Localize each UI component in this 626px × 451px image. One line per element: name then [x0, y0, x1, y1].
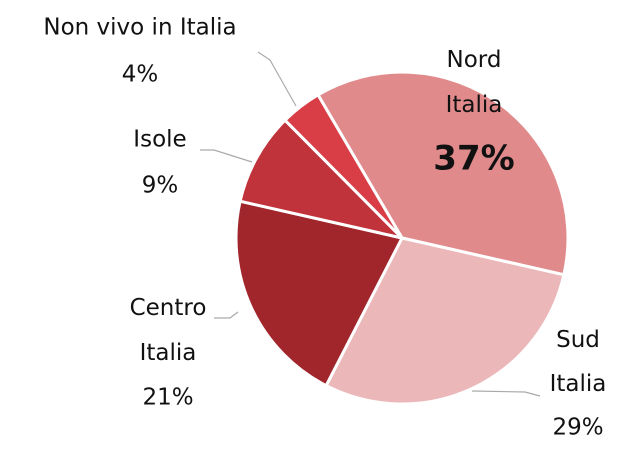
value-label: 37%	[433, 139, 514, 179]
leader-line	[257, 51, 297, 107]
pie-slice	[315, 70, 570, 277]
label-line: Italia	[550, 371, 607, 397]
category-label: Centro Italia	[130, 295, 207, 366]
pie-slice	[238, 118, 407, 241]
value-label: 4%	[122, 62, 159, 88]
value-label: 29%	[552, 415, 603, 441]
label-line: Nord	[447, 47, 502, 73]
leader-line	[214, 311, 239, 319]
pie-slice	[324, 236, 566, 406]
value-label: 21%	[142, 385, 193, 411]
label-line: Centro	[130, 295, 207, 321]
label-line: Sud	[556, 327, 600, 353]
pie	[234, 70, 570, 406]
leader-line	[471, 390, 541, 397]
leader-line	[200, 149, 253, 163]
category-label: Sud Italia	[550, 327, 607, 397]
category-label: Isole	[133, 127, 186, 153]
category-label: Non vivo in Italia	[43, 15, 236, 41]
pie-slice	[234, 199, 405, 388]
value-label: 9%	[142, 173, 179, 199]
category-label: Nord Italia	[446, 47, 503, 118]
label-line: Italia	[140, 340, 197, 366]
pie-slice	[282, 92, 404, 240]
label-line: Italia	[446, 92, 503, 118]
